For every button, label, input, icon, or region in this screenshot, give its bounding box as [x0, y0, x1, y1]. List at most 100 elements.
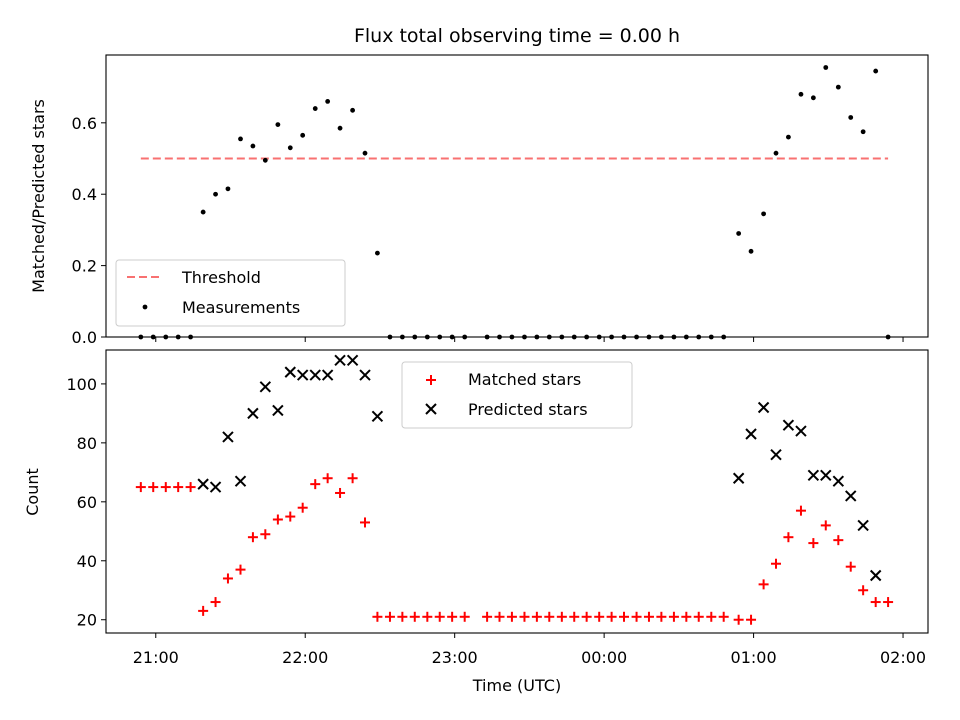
- matched-star-point: [235, 564, 246, 575]
- predicted-legend-swatch: [425, 403, 437, 415]
- matched-star-point: [422, 611, 433, 622]
- x-axis-label: Time (UTC): [472, 676, 561, 695]
- measurements-legend-swatch: [142, 304, 148, 310]
- matched-star-point: [681, 611, 692, 622]
- measurement-point: [250, 143, 256, 149]
- predicted-star-point: [197, 478, 209, 490]
- predicted-star-point: [745, 428, 757, 440]
- chart-title: Flux total observing time = 0.00 h: [354, 25, 680, 47]
- matched-star-point: [347, 473, 358, 484]
- matched-star-point: [858, 585, 869, 596]
- measurement-point: [275, 122, 281, 128]
- matched-legend-swatch: [426, 375, 436, 385]
- matched-star-point: [668, 611, 679, 622]
- x-tick-label: 23:00: [432, 648, 478, 667]
- measurement-point: [798, 91, 804, 97]
- measurement-point: [810, 95, 816, 101]
- measurements-legend-label: Measurements: [182, 298, 300, 317]
- count-y-axis-label: Count: [23, 468, 42, 516]
- matched-star-point: [447, 611, 458, 622]
- matched-star-point: [706, 611, 717, 622]
- predicted-star-point: [272, 404, 284, 417]
- count-y-ticks: 20 40 60 80 100: [66, 375, 106, 630]
- predicted-star-point: [869, 569, 882, 582]
- predicted-star-point: [371, 410, 384, 423]
- matched-star-point: [783, 532, 794, 543]
- predicted-star-point: [309, 369, 321, 381]
- count-legend-box: [401, 361, 633, 429]
- measurement-point: [362, 150, 368, 156]
- predicted-star-point: [321, 369, 334, 381]
- matched-star-point: [260, 529, 271, 540]
- measurement-point: [300, 132, 306, 138]
- predicted-star-point: [820, 469, 832, 481]
- x-tick-label: 00:00: [581, 648, 627, 667]
- y-tick-label: 0.6: [72, 114, 97, 133]
- measurement-point: [225, 186, 231, 192]
- predicted-star-point: [807, 469, 820, 481]
- measurement-point: [375, 250, 380, 256]
- matched-star-point: [459, 611, 470, 622]
- x-tick-label: 21:00: [133, 648, 179, 667]
- matched-star-point: [198, 605, 209, 616]
- matched-star-point: [656, 611, 667, 622]
- matched-star-point: [758, 579, 769, 590]
- predicted-legend-label: Predicted stars: [468, 400, 588, 419]
- y-tick-label: 0.2: [72, 257, 97, 276]
- measurement-point: [823, 65, 829, 70]
- measurement-point: [848, 115, 854, 120]
- matched-star-point: [360, 517, 371, 528]
- measurement-point: [287, 145, 293, 151]
- y-tick-label: 0.0: [72, 328, 97, 347]
- matched-star-point: [733, 614, 744, 625]
- matched-star-point: [482, 611, 493, 622]
- ratio-y-ticks: 0.0 0.2 0.4 0.6: [72, 114, 106, 347]
- measurement-point: [761, 211, 766, 217]
- count-panel: 20 40 60 80 100 21:00 22:00 23:00 00:00 01:00 02:…: [23, 349, 929, 695]
- matched-star-point: [335, 487, 346, 498]
- predicted-star-point: [359, 369, 371, 381]
- measurement-point: [736, 231, 742, 236]
- ratio-legend: Threshold Measurements: [115, 259, 346, 327]
- matched-star-point: [285, 511, 296, 522]
- measurement-point: [312, 106, 318, 111]
- measurement-point: [337, 125, 343, 131]
- matched-star-point: [619, 611, 630, 622]
- matched-star-point: [833, 535, 844, 546]
- measurement-point: [873, 68, 879, 74]
- matched-star-point: [581, 611, 592, 622]
- matched-star-point: [870, 597, 881, 608]
- measurement-point: [835, 84, 841, 90]
- matched-star-point: [160, 482, 171, 493]
- predicted-star-point: [259, 381, 272, 393]
- matched-star-point: [409, 611, 420, 622]
- count-axes-frame: [105, 349, 929, 634]
- ratio-legend-box: [115, 259, 346, 327]
- matched-star-point: [310, 479, 321, 490]
- matched-star-point: [718, 611, 729, 622]
- measurement-point: [200, 209, 206, 215]
- predicted-star-point: [782, 419, 795, 431]
- count-x-ticks: 21:00 22:00 23:00 00:00 01:00 02:00: [133, 633, 926, 667]
- x-tick-label: 01:00: [731, 648, 777, 667]
- matched-star-point: [693, 611, 704, 622]
- matched-star-point: [883, 597, 894, 608]
- measurement-point: [213, 191, 218, 197]
- matched-star-point: [322, 473, 333, 484]
- measurement-point: [238, 136, 243, 142]
- matched-legend-label: Matched stars: [468, 370, 581, 389]
- predicted-star-point: [284, 366, 296, 378]
- predicted-star-point: [296, 369, 309, 381]
- matched-star-point: [506, 611, 517, 622]
- measurement-point: [325, 99, 331, 104]
- matched-star-point: [397, 611, 408, 622]
- matched-star-point: [594, 611, 605, 622]
- y-tick-label: 80: [77, 434, 97, 453]
- count-legend: Matched stars Predicted stars: [401, 361, 633, 429]
- matched-star-point: [494, 611, 505, 622]
- matched-star-point: [820, 520, 831, 531]
- predicted-star-point: [209, 481, 222, 493]
- matched-star-point: [372, 611, 383, 622]
- matched-star-point: [185, 482, 196, 493]
